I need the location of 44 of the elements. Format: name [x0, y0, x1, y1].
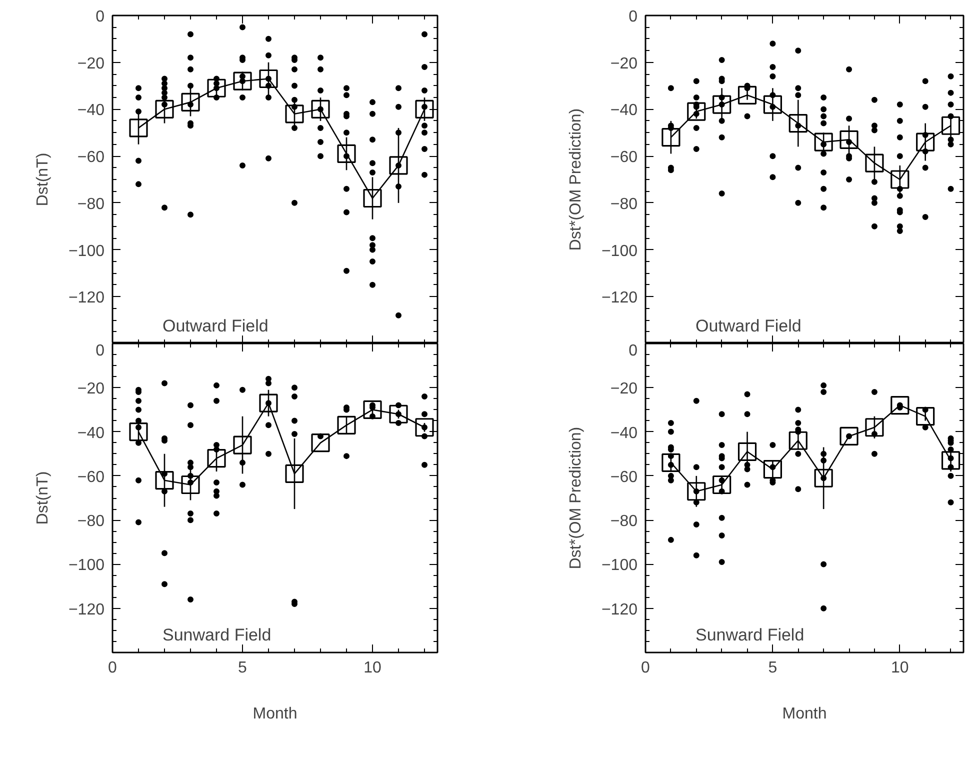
- annotation: Sunward Field: [696, 626, 804, 644]
- y-tick-label: −100: [601, 242, 638, 260]
- y-tick-label: −120: [68, 290, 105, 307]
- y-axis-title: Dst*(OM Prediction): [567, 426, 584, 570]
- y-tick-label: −80: [610, 196, 638, 213]
- y-tick-label: −40: [77, 424, 105, 442]
- y-tick-label: −120: [68, 601, 105, 618]
- x-tick-label: 10: [891, 660, 909, 676]
- y-axis-title: Dst(nT): [34, 471, 52, 525]
- y-tick-label: −120: [601, 290, 638, 307]
- y-tick-label: −60: [77, 149, 105, 166]
- y-tick-label: −100: [68, 242, 105, 260]
- y-tick-label: 0: [628, 8, 638, 26]
- y-tick-label: −40: [610, 102, 638, 120]
- x-tick-label: 5: [238, 660, 248, 676]
- y-tick-label: −100: [601, 557, 638, 574]
- x-tick-label: 5: [768, 660, 778, 676]
- y-tick-label: −20: [610, 380, 638, 398]
- x-tick-label: 0: [108, 660, 118, 676]
- x-axis-title: Month: [252, 706, 298, 722]
- y-tick-label: −40: [77, 102, 105, 120]
- y-tick-label: 0: [628, 342, 638, 360]
- y-tick-label: 0: [96, 342, 105, 360]
- y-tick-label: −20: [610, 55, 638, 72]
- y-tick-label: −60: [610, 149, 638, 166]
- y-tick-label: −80: [77, 196, 105, 213]
- annotation: Outward Field: [696, 316, 802, 336]
- x-tick-label: 10: [364, 660, 382, 676]
- y-tick-label: −60: [610, 468, 638, 486]
- y-tick-label: −20: [77, 380, 105, 398]
- y-tick-label: −100: [68, 557, 105, 574]
- annotation: Outward Field: [162, 316, 268, 336]
- y-tick-label: −80: [610, 513, 638, 530]
- x-tick-label: 0: [641, 660, 650, 676]
- y-tick-label: −60: [77, 468, 105, 486]
- y-axis-title: Dst(nT): [34, 152, 52, 206]
- annotation: Sunward Field: [162, 626, 272, 644]
- y-axis-title: Dst*(OM Prediction): [567, 108, 584, 251]
- y-tick-label: 0: [96, 8, 105, 26]
- y-tick-label: −20: [77, 55, 105, 72]
- y-tick-label: −40: [610, 424, 638, 442]
- y-tick-label: −80: [77, 513, 105, 530]
- y-tick-label: −120: [601, 601, 638, 618]
- x-axis-title: Month: [782, 706, 827, 722]
